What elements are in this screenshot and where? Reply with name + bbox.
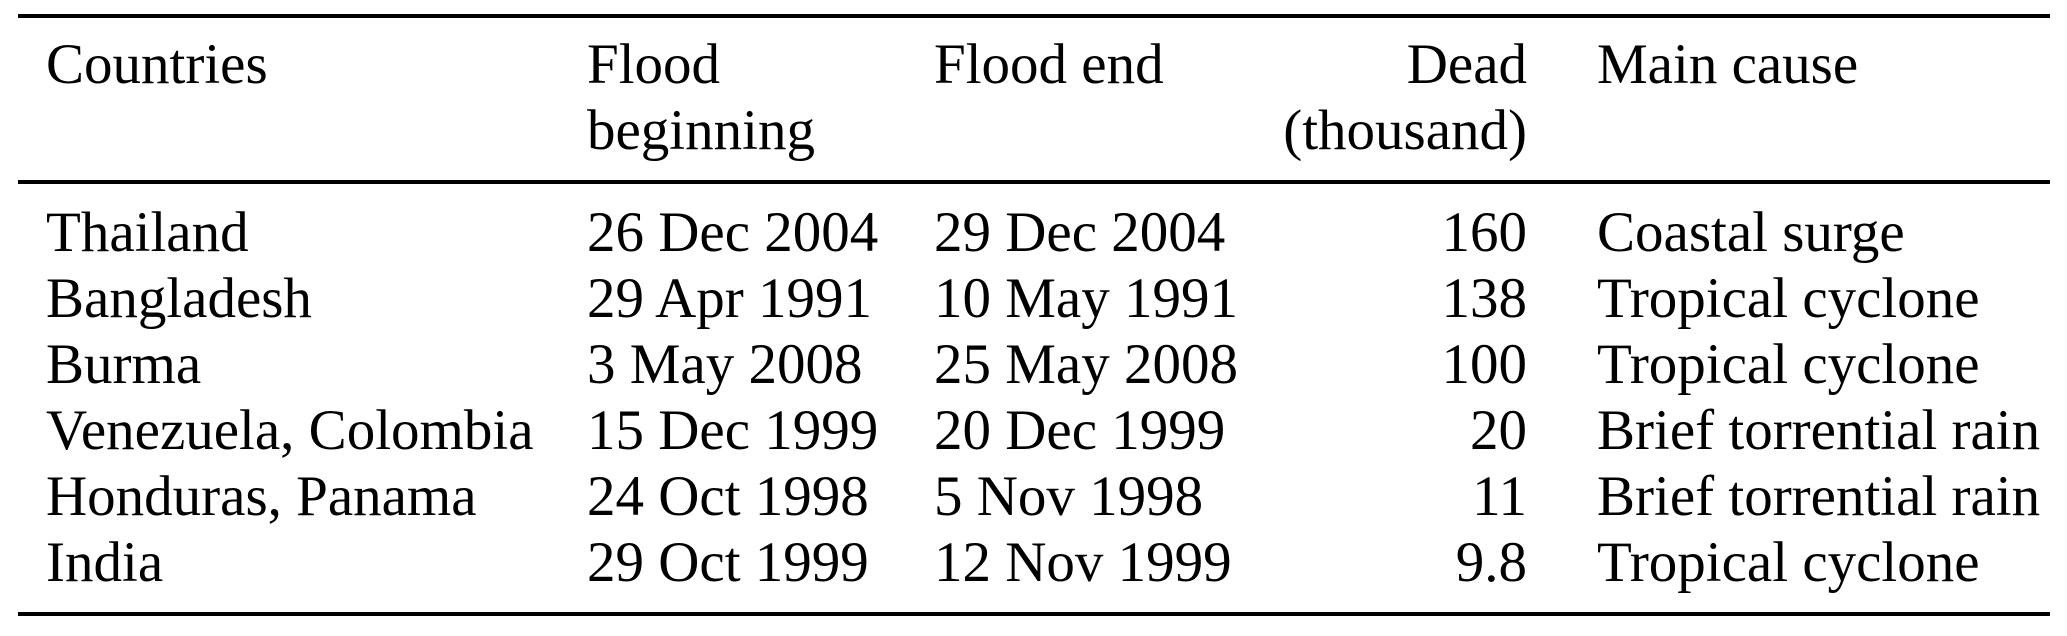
cell-flood-end: 20 Dec 1999	[934, 399, 1226, 462]
cell-country: Burma	[46, 333, 202, 396]
cell-dead: 20	[1470, 399, 1527, 462]
header-flood-end-label: Flood end	[934, 33, 1164, 96]
cell-main-cause: Brief torrential rain	[1597, 465, 2041, 528]
cell-flood-beginning: 29 Apr 1991	[587, 267, 872, 330]
cell-country: Venezuela, Colombia	[46, 399, 534, 462]
header-row: Countries Flood beginning Flood end Dead…	[18, 16, 2050, 184]
header-countries: Countries	[18, 16, 587, 184]
cell-dead: 160	[1441, 201, 1528, 264]
cell-main-cause: Brief torrential rain	[1597, 399, 2041, 462]
header-flood-end: Flood end	[934, 16, 1240, 184]
header-dead-thousand: Dead (thousand)	[1240, 16, 1527, 184]
cell-country: Thailand	[46, 201, 249, 264]
cell-flood-beginning: 3 May 2008	[587, 333, 863, 396]
table-row-india: India 29 Oct 1999 12 Nov 1999 9.8 Tropic…	[18, 530, 2050, 614]
header-countries-label: Countries	[46, 33, 268, 96]
cell-flood-beginning: 24 Oct 1998	[587, 465, 869, 528]
cell-dead: 11	[1472, 465, 1527, 528]
cell-country: Bangladesh	[46, 267, 312, 330]
cell-dead: 100	[1441, 333, 1528, 396]
header-flood-beginning-label: Flood	[587, 33, 721, 96]
flood-events-table: Countries Flood beginning Flood end Dead…	[18, 14, 2050, 616]
table-row-venezuela-colombia: Venezuela, Colombia 15 Dec 1999 20 Dec 1…	[18, 398, 2050, 464]
header-flood-beginning-sub: beginning	[587, 99, 815, 162]
cell-country: India	[46, 531, 164, 594]
cell-dead: 138	[1441, 267, 1528, 330]
cell-dead: 9.8	[1455, 531, 1527, 594]
cell-flood-beginning: 15 Dec 1999	[587, 399, 879, 462]
header-dead-sub: (thousand)	[1283, 99, 1527, 162]
cell-flood-end: 25 May 2008	[934, 333, 1238, 396]
table-body: Thailand 26 Dec 2004 29 Dec 2004 160 Coa…	[18, 182, 2050, 614]
cell-flood-end: 29 Dec 2004	[934, 201, 1226, 264]
header-main-cause: Main cause	[1527, 16, 2050, 184]
cell-country: Honduras, Panama	[46, 465, 477, 528]
cell-flood-end: 10 May 1991	[934, 267, 1238, 330]
cell-flood-beginning: 26 Dec 2004	[587, 201, 879, 264]
cell-main-cause: Tropical cyclone	[1597, 531, 1980, 594]
cell-flood-end: 5 Nov 1998	[934, 465, 1204, 528]
cell-flood-beginning: 29 Oct 1999	[587, 531, 869, 594]
table-row-honduras-panama: Honduras, Panama 24 Oct 1998 5 Nov 1998 …	[18, 464, 2050, 530]
header-flood-beginning: Flood beginning	[587, 16, 934, 184]
table-header: Countries Flood beginning Flood end Dead…	[18, 16, 2050, 184]
table-row-bangladesh: Bangladesh 29 Apr 1991 10 May 1991 138 T…	[18, 266, 2050, 332]
table-row-burma: Burma 3 May 2008 25 May 2008 100 Tropica…	[18, 332, 2050, 398]
table-row-thailand: Thailand 26 Dec 2004 29 Dec 2004 160 Coa…	[18, 182, 2050, 266]
cell-main-cause: Coastal surge	[1597, 201, 1905, 264]
header-main-cause-label: Main cause	[1597, 33, 1859, 96]
cell-main-cause: Tropical cyclone	[1597, 267, 1980, 330]
header-dead-label: Dead	[1406, 33, 1527, 96]
cell-main-cause: Tropical cyclone	[1597, 333, 1980, 396]
cell-flood-end: 12 Nov 1999	[934, 531, 1232, 594]
